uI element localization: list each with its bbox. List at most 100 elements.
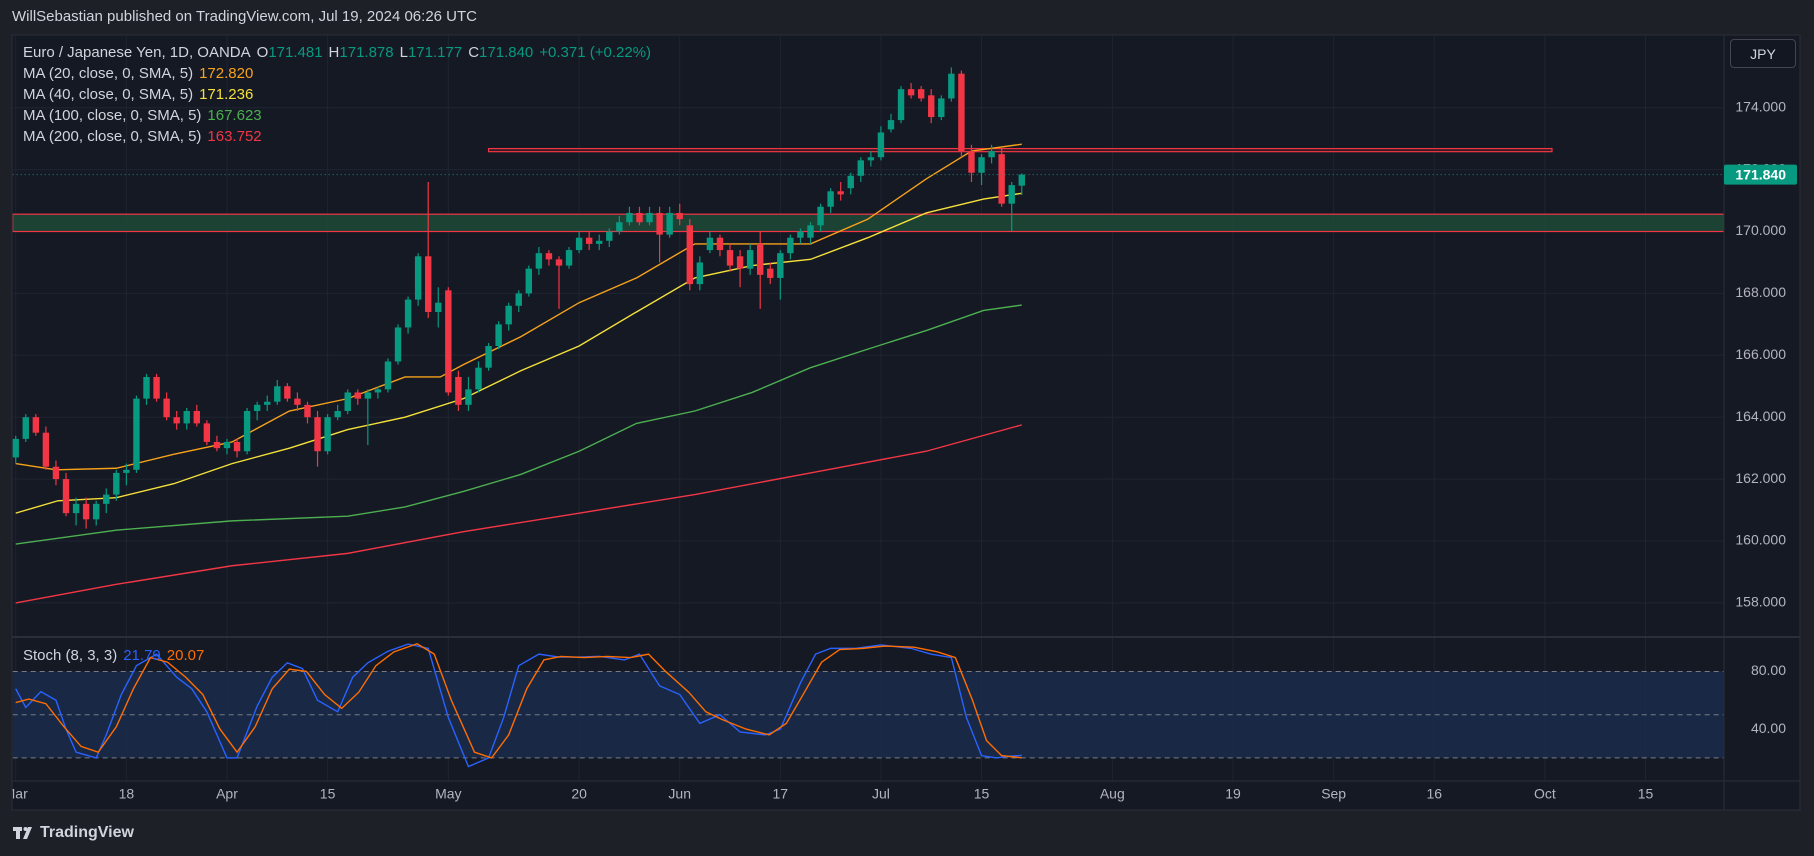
x-tick-label: 18 [119, 786, 135, 802]
candle-body [626, 212, 633, 223]
ohlc-value: 171.481 [268, 44, 323, 61]
candle-body [445, 290, 452, 393]
candle-body [284, 386, 291, 399]
candle-body [686, 225, 693, 285]
candle-body [113, 472, 120, 495]
candle-body [253, 404, 261, 412]
candle-body [726, 250, 734, 266]
candle-body [767, 268, 774, 278]
candle-body [545, 253, 553, 260]
ma-legend-row: MA (100, close, 0, SMA, 5) 167.623 [23, 106, 657, 126]
candle-body [203, 423, 211, 442]
stoch-line [15, 643, 1022, 768]
stoch-value: 20.07 [166, 647, 205, 664]
candle-body [938, 98, 945, 118]
tv-logo [13, 827, 32, 839]
ohlc-row: Euro / Japanese Yen, 1D, OANDA O171.481 H1… [23, 43, 657, 63]
candle-body [998, 154, 1005, 204]
ma-name: MA (20, close, 0, SMA, 5) [23, 65, 194, 82]
ma-value: 171.236 [199, 86, 254, 103]
x-tick-label: 15 [1638, 786, 1654, 802]
candle-body [535, 253, 543, 269]
candle-body [62, 479, 70, 514]
x-tick-label: Aug [1100, 786, 1125, 802]
candle-body [676, 212, 683, 220]
symbol: Euro / Japanese Yen, 1D, OANDA [23, 44, 251, 61]
candle-body [746, 250, 754, 269]
stoch-legend: Stoch (8, 3, 3) 21.79 20.07 [23, 646, 210, 666]
candle-body [867, 157, 875, 161]
x-tick-label: 19 [1225, 786, 1241, 802]
candle-body [827, 191, 834, 207]
candle-body [32, 417, 40, 433]
candle-body [72, 503, 80, 514]
candle-body [294, 398, 301, 405]
candle-body [847, 175, 854, 189]
candle-body [143, 376, 150, 399]
candle-body [837, 191, 844, 195]
y-tick-label: 162.000 [1735, 470, 1786, 486]
publish-info: WillSebastian published on TradingView.c… [12, 8, 477, 25]
candle-body [968, 151, 975, 173]
x-tick-label: 20 [571, 786, 587, 802]
candle-body [1018, 174, 1025, 186]
ma-name: MA (200, close, 0, SMA, 5) [23, 128, 202, 145]
candle-body [354, 392, 361, 399]
candle-body [636, 212, 643, 223]
x-tick-label: 17 [773, 786, 789, 802]
candle-body [12, 438, 19, 458]
x-tick-label: Jul [872, 786, 890, 802]
brand: TradingView [40, 824, 134, 841]
plot-area [12, 35, 1725, 781]
ohlc-value: 171.840 [479, 44, 534, 61]
candle-body [887, 120, 895, 130]
candle-body [797, 231, 804, 238]
candle-body [153, 376, 160, 399]
candle-body [414, 256, 422, 300]
x-tick-label: 15 [974, 786, 990, 802]
candle-body [163, 398, 170, 418]
candle-body [93, 503, 100, 520]
x-tick-label: 16 [1426, 786, 1442, 802]
legend: Euro / Japanese Yen, 1D, OANDA O171.481 H1… [23, 43, 657, 147]
candle-body [314, 417, 321, 452]
x-tick-label: Oct [1534, 786, 1556, 802]
currency-button[interactable]: JPY [1730, 39, 1796, 68]
candle-body [455, 376, 462, 405]
x-tick-label: 15 [320, 786, 336, 802]
ohlc-value: 171.177 [407, 44, 463, 61]
candle-body [958, 73, 965, 152]
candle-body [425, 256, 432, 312]
candle-body [756, 243, 764, 275]
candle-body [495, 324, 502, 347]
candle-body [777, 253, 784, 278]
ma-legend-row: MA (40, close, 0, SMA, 5) 171.236 [23, 85, 657, 105]
candle-body [877, 132, 885, 158]
candle-body [394, 327, 402, 362]
candle-body [948, 73, 955, 99]
ma-value: 167.623 [207, 107, 262, 124]
y-tick-label: 160.000 [1735, 532, 1786, 548]
ma-value: 163.752 [207, 128, 262, 145]
candle-body [646, 212, 653, 223]
candle-body [928, 95, 935, 118]
candle-body [52, 466, 60, 480]
candle-body [666, 212, 673, 235]
candle-body [696, 262, 704, 285]
candle-body [435, 302, 442, 312]
candle-body [364, 392, 372, 399]
candle-body [304, 404, 311, 418]
ohlc-key: L [399, 44, 408, 61]
candle-body [223, 441, 231, 449]
candle-body [334, 411, 341, 418]
candle-body [897, 89, 905, 121]
ma-line [15, 143, 1022, 471]
candle-body [525, 268, 533, 294]
stoch-value: 21.79 [123, 647, 161, 664]
ohlc-key: C [468, 44, 480, 61]
x-tick-label: Sep [1321, 786, 1346, 802]
candle-body [907, 89, 915, 96]
candle-body [656, 212, 663, 235]
